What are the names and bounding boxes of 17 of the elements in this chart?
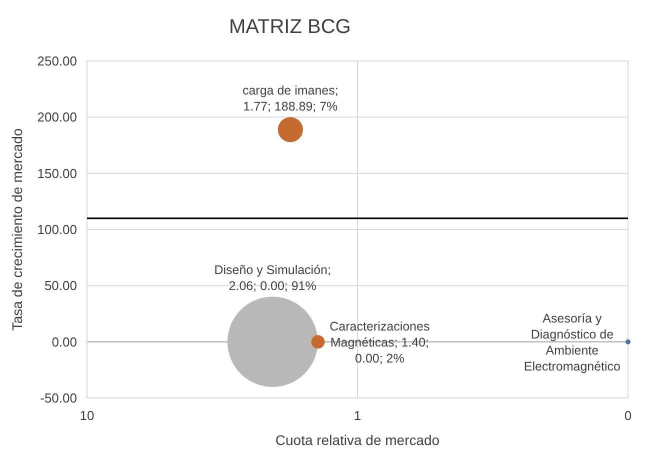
x-tick-label: 0 bbox=[624, 408, 632, 423]
x-tick-label: 1 bbox=[354, 408, 362, 423]
y-tick-label: 200.00 bbox=[37, 110, 77, 125]
y-axis-title: Tasa de crecimiento de mercado bbox=[9, 128, 25, 331]
y-tick-label: 250.00 bbox=[37, 54, 77, 69]
y-tick-label: 100.00 bbox=[37, 222, 77, 238]
x-axis-title: Cuota relativa de mercado bbox=[275, 432, 440, 448]
chart-title: MATRIZ BCG bbox=[229, 16, 351, 38]
x-tick-label: 10 bbox=[80, 408, 94, 423]
y-tick-label: -50.00 bbox=[40, 390, 77, 406]
data-label: carga de imanes; 1.77; 188.89; 7% bbox=[242, 84, 338, 114]
data-label: Caracterizaciones Magnéticas; 1.40; 0.00; 2% bbox=[330, 319, 430, 366]
y-tick-label: 50.00 bbox=[44, 278, 77, 294]
y-tick-label: 0.00 bbox=[52, 334, 77, 350]
data-label: Diseño y Simulación; 2.06; 0.00; 91% bbox=[214, 263, 331, 294]
y-tick-label: 150.00 bbox=[37, 166, 77, 181]
data-label: Asesoría y Diagnóstico de Ambiente Electromagnético bbox=[524, 311, 621, 374]
